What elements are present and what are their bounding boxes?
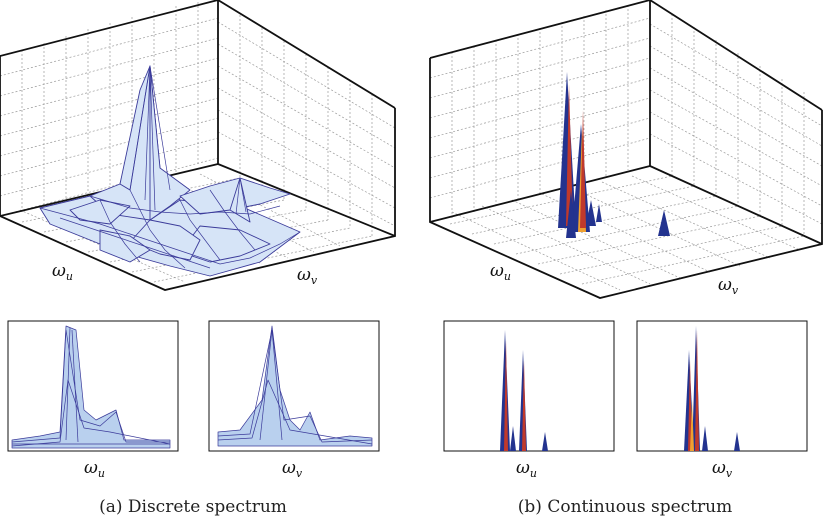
continuous-grid [429,5,823,291]
continuous-caption: (b) Continuous spectrum [518,497,732,517]
continuous-surface-u-label: ωu [490,261,511,283]
continuous-side-u-label: ωu [516,458,537,480]
continuous-frame [429,0,823,299]
discrete-side-u-label: ωu [84,458,105,480]
discrete-surface-mesh [39,65,301,277]
continuous-side-v-label: ωv [712,458,733,480]
continuous-spikes [558,72,670,238]
discrete-surface-u-label: ωu [52,261,73,283]
continuous-surface-plot: ωu ωv [429,0,823,299]
discrete-surface-v-label: ωv [297,265,318,287]
discrete-side-view-v: ωv [208,320,380,480]
continuous-side-view-u: ωu [443,320,615,480]
continuous-surface-v-label: ωv [718,275,739,297]
discrete-surface-plot: ωu ωv [0,0,396,291]
continuous-side-view-v: ωv [636,320,808,480]
discrete-side-view-u: ωu [7,320,179,480]
discrete-side-v-label: ωv [282,458,303,480]
discrete-mesh-lines [39,65,301,269]
discrete-caption: (a) Discrete spectrum [99,497,287,517]
